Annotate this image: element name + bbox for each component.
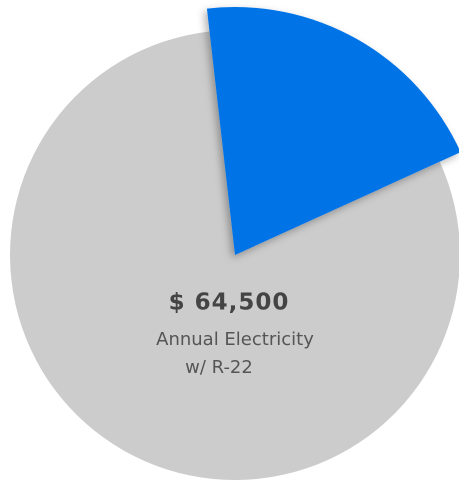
- annotation-amount: $ 64,500: [169, 290, 290, 316]
- pie: [10, 7, 459, 480]
- annotation-label: Annual Electricity: [156, 329, 314, 350]
- pie-slice: [10, 31, 459, 480]
- pie-slice: [206, 7, 459, 255]
- annotation-label: w/ R-22: [185, 357, 253, 378]
